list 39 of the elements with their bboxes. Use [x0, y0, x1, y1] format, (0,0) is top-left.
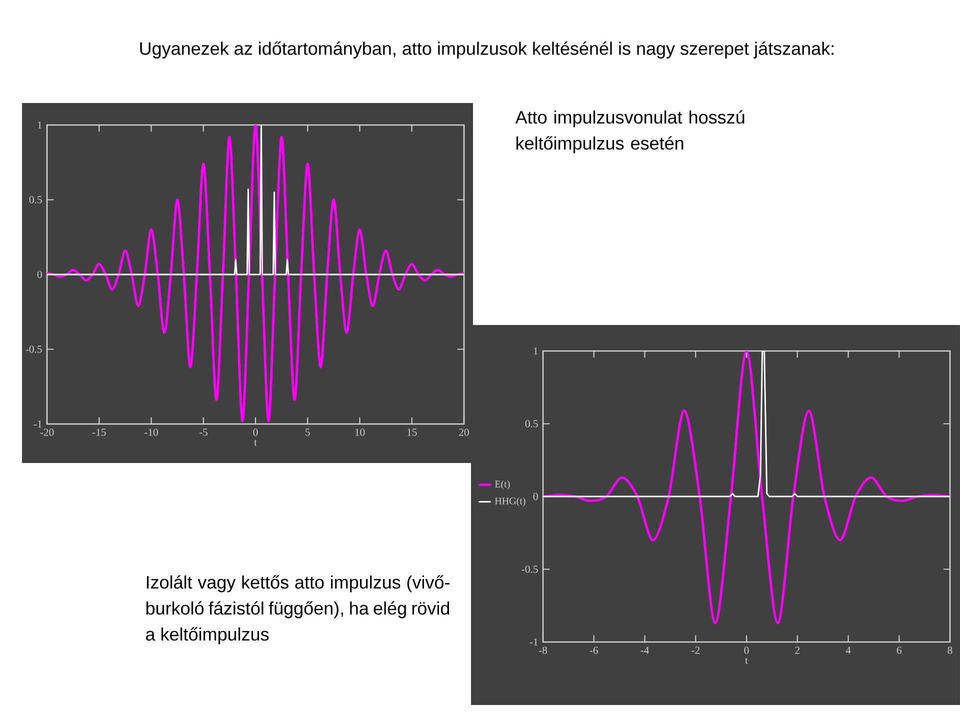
y-tick-label: 1: [38, 121, 42, 129]
x-axis-title: t: [745, 658, 748, 664]
y-tick-label: -1: [34, 420, 42, 428]
x-tick-label: 5: [306, 428, 310, 436]
line-series: [47, 124, 464, 422]
legend-label: HHG(t): [494, 497, 526, 506]
chart-title: Ugyanezek az időtartományban, atto impulzusok keltésénél is nagy szerepet játszanak:: [140, 41, 834, 58]
text: Izolált vagy kettős atto impulzus (vivő-burkoló fázistól függően), ha elég rövid a keltőimpulzus: [146, 575, 450, 644]
x-tick-label: -8: [538, 646, 548, 654]
x-tick-label: 8: [948, 646, 952, 654]
line-series: [543, 350, 950, 624]
x-tick-label: -15: [92, 428, 106, 436]
x-tick-label: -4: [640, 646, 650, 654]
y-tick-label: -0.5: [522, 566, 538, 573]
x-axis-title: t: [254, 440, 257, 446]
x-tick-label: -6: [590, 646, 598, 654]
x-tick-label: 15: [407, 428, 417, 436]
x-tick-label: 2: [795, 646, 800, 654]
y-tick-label: 0.5: [29, 196, 42, 204]
x-tick-label: -20: [40, 428, 54, 436]
text: Atto impulzusvonulat hosszú keltőimpulzus esetén: [515, 110, 744, 154]
y-tick-label: 0: [533, 492, 538, 500]
x-tick-label: -5: [199, 428, 208, 436]
x-tick-label: 4: [846, 646, 851, 654]
y-tick-label: -0.5: [26, 346, 42, 353]
x-tick-label: 0: [744, 646, 749, 654]
y-tick-label: 1: [534, 347, 538, 355]
legend-label: E(t): [494, 480, 510, 490]
x-tick-label: 20: [459, 428, 469, 436]
line-series: [47, 124, 464, 276]
x-tick-label: 10: [355, 428, 365, 436]
y-tick-label: -1: [530, 638, 538, 646]
y-tick-label: 0: [37, 270, 42, 278]
y-tick-label: 0.5: [525, 420, 538, 428]
x-tick-label: -10: [144, 428, 158, 436]
x-tick-label: 6: [896, 646, 902, 654]
x-tick-label: 0: [253, 428, 258, 436]
line-series: [543, 350, 950, 498]
x-tick-label: -2: [692, 646, 700, 654]
